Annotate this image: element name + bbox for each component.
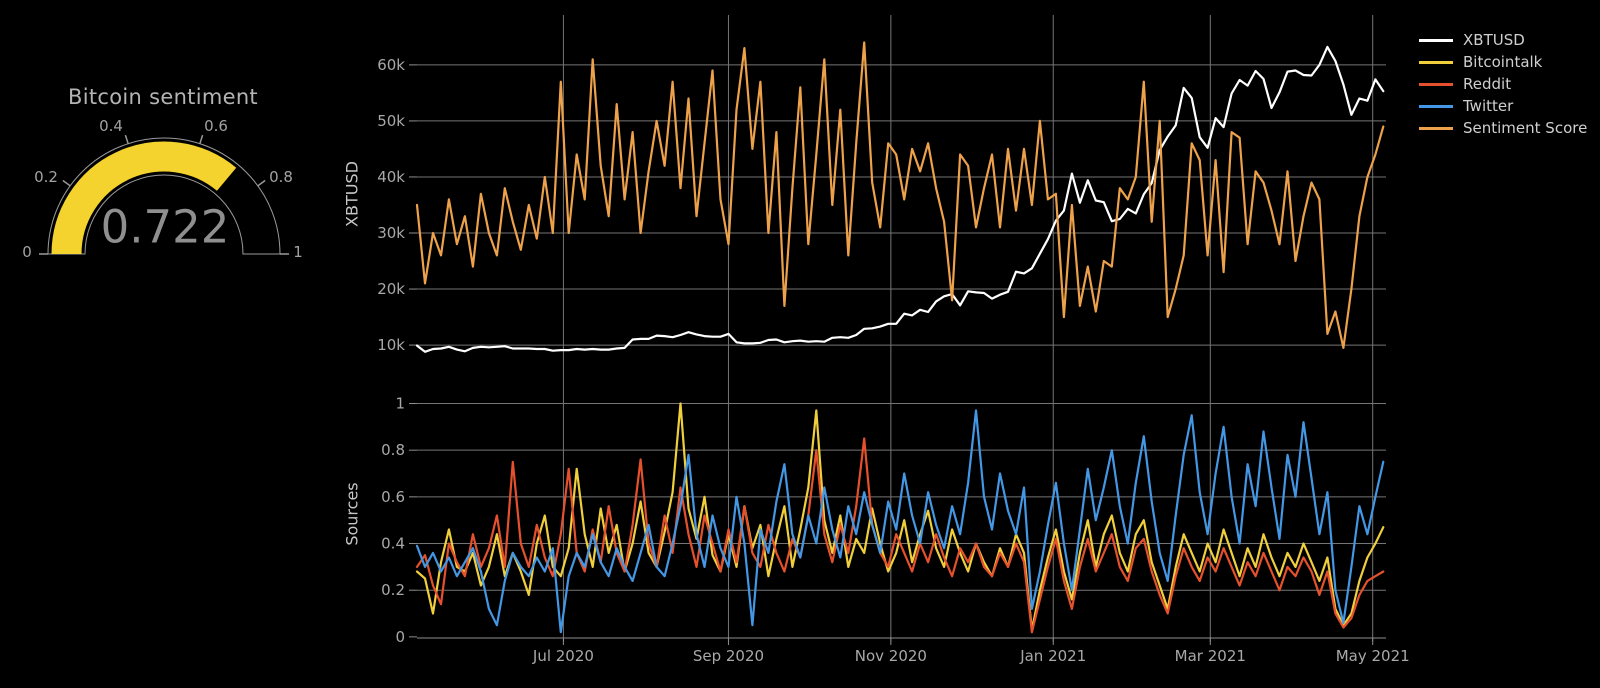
- y-tick-label: 0.2: [381, 581, 405, 599]
- y-tick-label: 20k: [377, 280, 405, 298]
- gauge-tick-label-0-2: 0.2: [34, 168, 58, 186]
- y-tick-label: 50k: [377, 112, 405, 130]
- y-tick-label: 0.6: [381, 488, 405, 506]
- legend-label: Reddit: [1463, 75, 1512, 93]
- gauge-value-arc: [51, 141, 237, 255]
- y-tick-label: 0.4: [381, 535, 405, 553]
- series-line-twitter: [415, 409, 1385, 634]
- y-tick-label: 40k: [377, 168, 405, 186]
- sentiment-score-line-swatch: [1419, 126, 1453, 130]
- price-chart-plot-area[interactable]: [417, 15, 1386, 386]
- gauge-tick-mark: [199, 134, 204, 144]
- x-tick-label: May 2021: [1336, 647, 1410, 665]
- x-tick-label: Nov 2020: [855, 647, 927, 665]
- legend-item-reddit[interactable]: Reddit: [1419, 73, 1587, 95]
- legend-label: XBTUSD: [1463, 31, 1525, 49]
- x-tick-label: Mar 2021: [1175, 647, 1246, 665]
- price-y-axis-title: XBTUSD: [342, 161, 362, 227]
- gauge-tick-label-0-8: 0.8: [269, 168, 293, 186]
- gauge-value: 0.722: [100, 200, 230, 254]
- legend-item-xbtusd[interactable]: XBTUSD: [1419, 29, 1587, 51]
- series-line-xbtusd: [415, 45, 1385, 353]
- gauge-tick-label-1: 1: [293, 243, 303, 261]
- x-tick-label: Jul 2020: [532, 647, 594, 665]
- y-tick-label: 60k: [377, 56, 405, 74]
- y-tick-label: 10k: [377, 336, 405, 354]
- gauge-tick-label-0-4: 0.4: [99, 117, 123, 135]
- reddit-line-swatch: [1419, 82, 1453, 86]
- gauge-tick-mark: [124, 134, 129, 144]
- legend-label: Bitcointalk: [1463, 53, 1543, 71]
- legend-label: Twitter: [1463, 97, 1514, 115]
- bitcointalk-line-swatch: [1419, 60, 1453, 64]
- gauge-tick-mark: [62, 179, 71, 187]
- legend-label: Sentiment Score: [1463, 119, 1588, 137]
- chart-legend: XBTUSD Bitcointalk Reddit Twitter Sentim…: [1419, 29, 1587, 139]
- sources-chart-plot-area[interactable]: [417, 386, 1386, 642]
- sources-y-axis-title: Sources: [342, 482, 362, 546]
- x-tick-label: Sep 2020: [693, 647, 764, 665]
- legend-item-twitter[interactable]: Twitter: [1419, 95, 1587, 117]
- y-tick-label: 1: [395, 395, 405, 413]
- y-tick-label: 0: [395, 628, 405, 646]
- series-line-sentiment-score: [415, 41, 1385, 349]
- x-tick-label: Jan 2021: [1019, 647, 1086, 665]
- y-tick-label: 30k: [377, 224, 405, 242]
- xbtusd-line-swatch: [1419, 38, 1453, 42]
- series-line-bitcointalk: [415, 402, 1385, 632]
- gauge-tick-label-0: 0: [22, 243, 32, 261]
- gauge-tick-mark: [257, 179, 266, 187]
- legend-item-sentiment-score[interactable]: Sentiment Score: [1419, 117, 1587, 139]
- gauge-tick-label-0-6: 0.6: [204, 117, 228, 135]
- gauge-title: Bitcoin sentiment: [68, 85, 258, 109]
- twitter-line-swatch: [1419, 104, 1453, 108]
- legend-item-bitcointalk[interactable]: Bitcointalk: [1419, 51, 1587, 73]
- gauge-outline: [47, 137, 281, 255]
- y-tick-label: 0.8: [381, 441, 405, 459]
